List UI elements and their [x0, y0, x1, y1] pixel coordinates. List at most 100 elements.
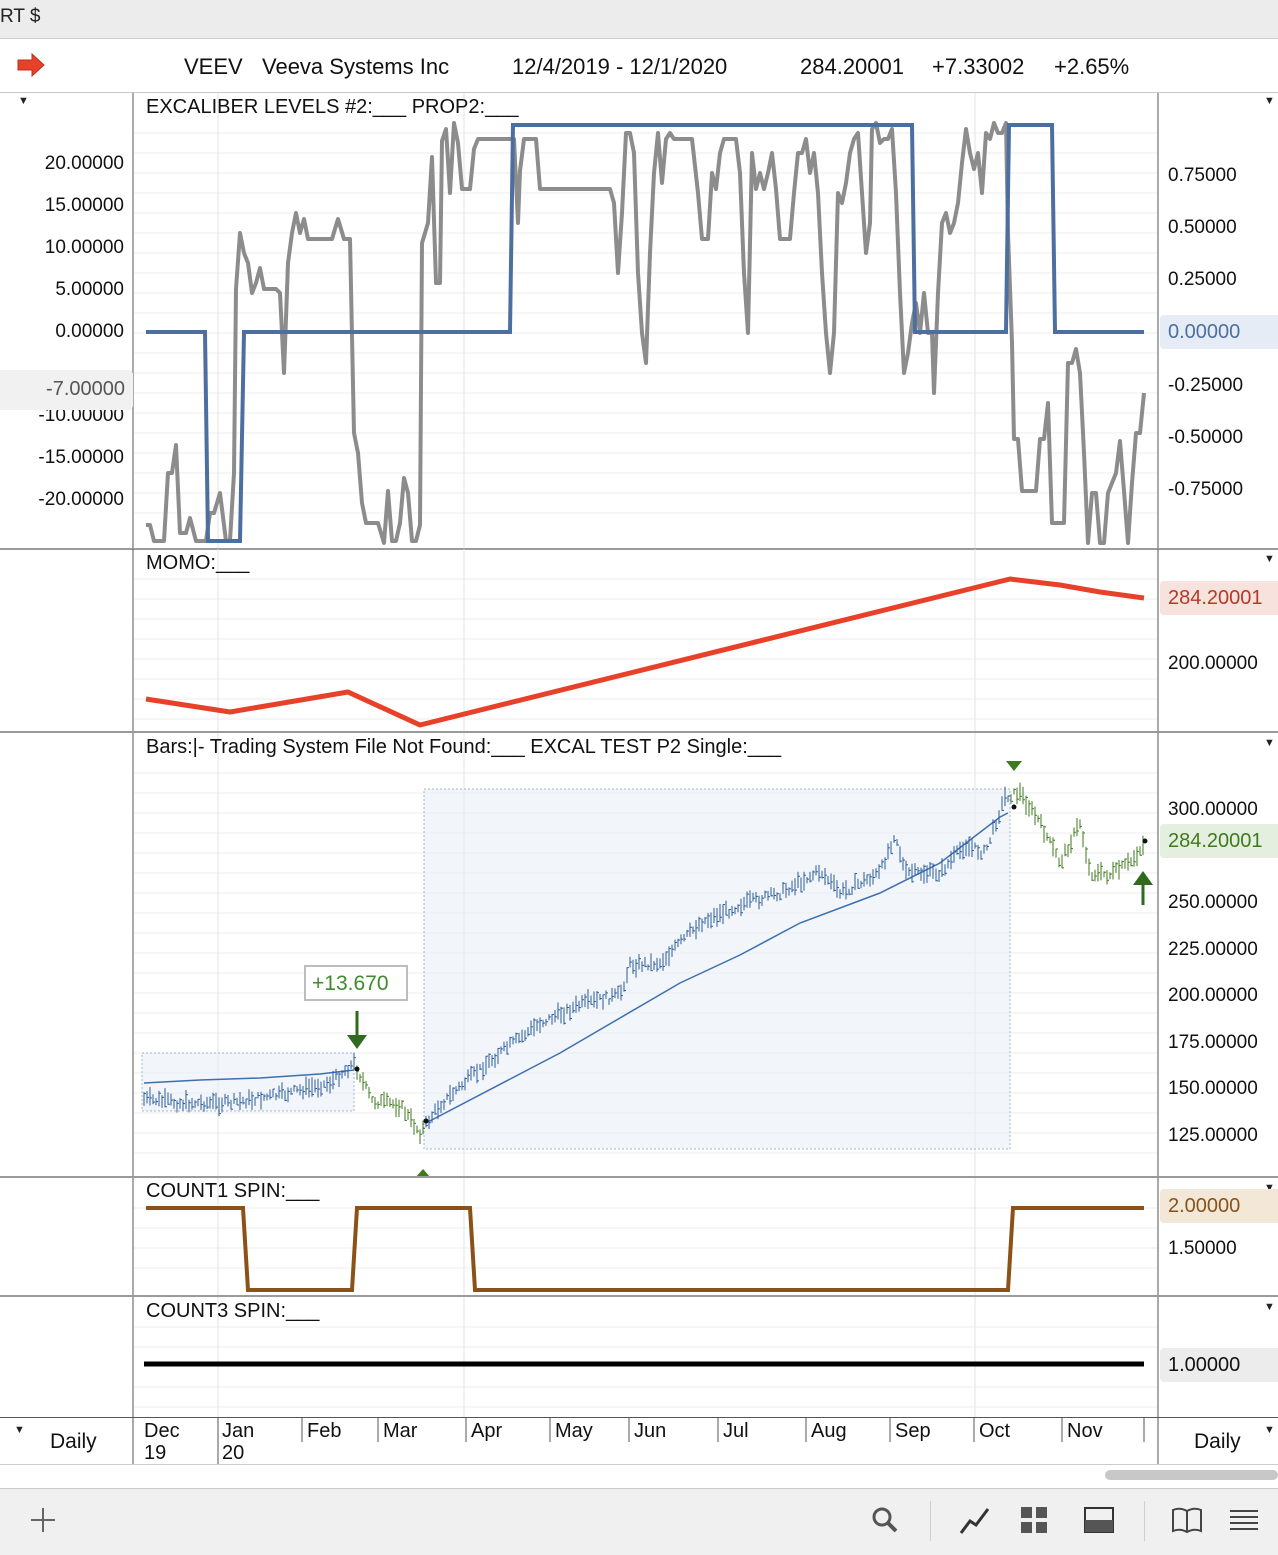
excal-right-tick: -0.25000 [1168, 375, 1244, 396]
month-label: May [555, 1420, 593, 1442]
date-range: 12/4/2019 - 12/1/2020 [512, 54, 728, 79]
excal-left-tick: 5.00000 [55, 279, 124, 300]
month-label: Aug [811, 1420, 847, 1442]
buy-arrow-icon [1133, 871, 1153, 885]
excal-left-tick: -10.00000 [38, 405, 124, 426]
month-label: Jul [723, 1420, 749, 1442]
momo-line [145, 576, 1145, 728]
price-bars [143, 782, 1145, 1144]
period-right[interactable]: Daily [1194, 1430, 1241, 1453]
trend-line-2 [425, 812, 1009, 1124]
symbol: VEEV [184, 54, 243, 79]
price-pane[interactable]: ▼ Bars:|- Trading System File Not Found:… [0, 733, 1278, 1178]
trade-box-1 [141, 1052, 355, 1112]
price-right-tick: 125.00000 [1168, 1125, 1258, 1146]
momo-pane[interactable]: ▼ MOMO:___ 200.00000 284.20001 [0, 549, 1278, 733]
trade-profit-label: +13.670 [304, 965, 408, 1001]
up-arrow-icon [416, 1169, 430, 1176]
time-left-menu-arrow[interactable]: ▼ [14, 1424, 25, 1436]
panel-layout-icon[interactable] [1082, 1503, 1116, 1537]
count3-right-badge: 1.00000 [1160, 1348, 1278, 1382]
count3-title: COUNT3 SPIN:___ [146, 1300, 320, 1322]
price-right-tick: 225.00000 [1168, 939, 1258, 960]
price-menu-arrow[interactable]: ▼ [1264, 737, 1275, 749]
excal-left-tick: 10.00000 [44, 237, 124, 258]
horizontal-scrollbar[interactable] [1105, 1470, 1278, 1480]
month-label: Jun [634, 1420, 667, 1442]
period-left[interactable]: Daily [50, 1430, 97, 1453]
excal-right-tick: -0.75000 [1168, 479, 1244, 500]
draw-line-icon[interactable] [958, 1503, 992, 1537]
price-right-tick: 175.00000 [1168, 1032, 1258, 1053]
add-icon[interactable] [26, 1503, 60, 1537]
window-title-strip: RT $ [0, 0, 1278, 39]
excal-left-tick: -15.00000 [38, 447, 124, 468]
time-axis-ticks [132, 1418, 1159, 1464]
count1-pane[interactable]: ▼ COUNT1 SPIN:___ 1.50000 2.00000 [0, 1178, 1278, 1297]
price-change: +7.33002 [932, 54, 1025, 79]
count1-right-tick: 1.50000 [1168, 1238, 1237, 1259]
momo-right-tick: 200.00000 [1168, 653, 1258, 674]
search-icon[interactable] [868, 1503, 902, 1537]
month-label: Feb [307, 1420, 342, 1442]
down-arrow-icon [1006, 761, 1022, 771]
symbol-header: VEEV Veeva Systems Inc 12/4/2019 - 12/1/… [0, 40, 1278, 93]
year-label: 19 [144, 1442, 167, 1464]
grid-layout-icon[interactable] [1017, 1503, 1051, 1537]
toolbar-separator [930, 1501, 931, 1541]
excal-left-tick: -20.00000 [38, 489, 124, 510]
month-label: Sep [895, 1420, 931, 1442]
price-right-badge: 284.20001 [1160, 824, 1278, 858]
price-right-tick: 150.00000 [1168, 1078, 1258, 1099]
excal-right-tick: -0.50000 [1168, 427, 1244, 448]
excal-left-badge-value: -7.00000 [46, 378, 125, 400]
count1-menu-arrow[interactable]: ▼ [1264, 1182, 1275, 1194]
excal-left-menu-arrow[interactable]: ▼ [18, 95, 29, 107]
month-label: Jan [222, 1420, 255, 1442]
excal-right-tick: 0.25000 [1168, 269, 1237, 290]
excal-left-tick: 20.00000 [44, 153, 124, 174]
sell-arrow-icon [347, 1035, 367, 1049]
toolbar-separator [1144, 1501, 1145, 1541]
price-chart [132, 733, 1159, 1176]
momo-menu-arrow[interactable]: ▼ [1264, 553, 1275, 565]
trend-line-1 [143, 1069, 355, 1084]
count1-title: COUNT1 SPIN:___ [146, 1180, 320, 1202]
excal-left-tick: 0.00000 [55, 321, 124, 342]
count1-right-badge: 2.00000 [1160, 1189, 1278, 1223]
excal-right-tick: 0.75000 [1168, 165, 1237, 186]
book-icon[interactable] [1170, 1503, 1204, 1537]
month-label: Nov [1067, 1420, 1103, 1442]
company-name: Veeva Systems Inc [262, 54, 450, 79]
time-right-menu-arrow[interactable]: ▼ [1264, 1424, 1275, 1436]
excal-title: EXCALIBER LEVELS #2:___ PROP2:___ [146, 96, 519, 118]
price-right-tick: 200.00000 [1168, 985, 1258, 1006]
excal-gray-line [146, 121, 1146, 545]
excal-right-tick: 0.50000 [1168, 217, 1237, 238]
excaliber-pane[interactable]: ▼ ▼ EXCALIBER LEVELS #2:___ PROP2:___ 20… [0, 93, 1278, 550]
count3-menu-arrow[interactable]: ▼ [1264, 1301, 1275, 1313]
red-arrow-icon[interactable] [16, 52, 46, 78]
window-title: RT $ [0, 6, 41, 27]
excal-right-menu-arrow[interactable]: ▼ [1264, 95, 1275, 107]
last-price: 284.20001 [800, 54, 904, 79]
month-label: Apr [471, 1420, 503, 1442]
excal-blue-line [146, 123, 1144, 543]
list-menu-icon[interactable] [1227, 1503, 1261, 1537]
count1-chart [132, 1178, 1159, 1295]
excaliber-chart [132, 93, 1159, 548]
momo-title: MOMO:___ [146, 552, 250, 574]
trade-profit-value: +13.670 [312, 972, 389, 995]
count3-pane[interactable]: ▼ COUNT3 SPIN:___ 1.00000 [0, 1297, 1278, 1418]
count1-line [146, 1206, 1144, 1292]
time-axis[interactable]: ▼ Daily Dec Jan Feb Mar Apr May Jun Jul … [0, 1418, 1278, 1465]
year-label: 20 [222, 1442, 245, 1464]
month-label: Oct [979, 1420, 1011, 1442]
trade-box-2 [423, 788, 1011, 1150]
price-right-tick: 300.00000 [1168, 799, 1258, 820]
price-right-tick: 250.00000 [1168, 892, 1258, 913]
excal-left-tick: 15.00000 [44, 195, 124, 216]
excal-right-badge: 0.00000 [1160, 315, 1278, 349]
month-label: Dec [144, 1420, 180, 1442]
momo-chart [132, 549, 1159, 731]
